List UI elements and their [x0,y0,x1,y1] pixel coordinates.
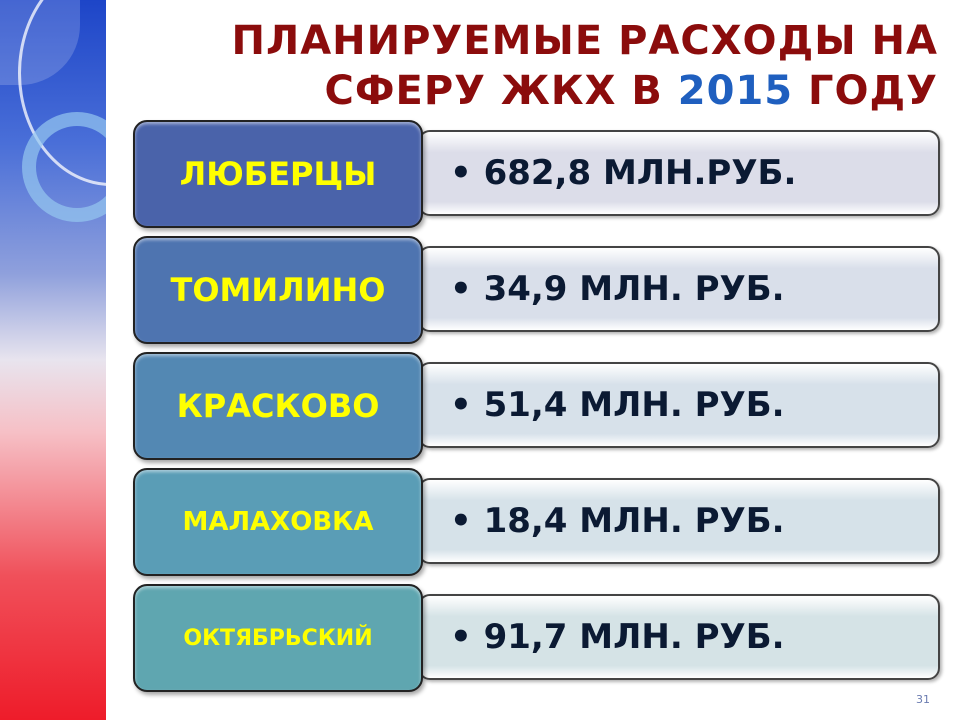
district-label: КРАСКОВО [133,352,423,460]
decorative-side-strip [0,0,106,720]
district-value: • 51,4 МЛН. РУБ. [450,385,785,425]
district-label: ЛЮБЕРЦЫ [133,120,423,228]
title-year: 2015 [677,68,794,114]
page-number: 31 [916,693,930,706]
title-text: ГОДУ [793,68,938,114]
district-row: • 91,7 МЛН. РУБ. ОКТЯБРЬСКИЙ [133,584,943,692]
district-value: • 91,7 МЛН. РУБ. [450,617,785,657]
value-box: • 91,7 МЛН. РУБ. [418,594,940,680]
title-text: СФЕРУ ЖКХ В [324,68,678,114]
value-box: • 51,4 МЛН. РУБ. [418,362,940,448]
district-row: • 51,4 МЛН. РУБ. КРАСКОВО [133,352,943,460]
title-line-1: ПЛАНИРУЕМЫЕ РАСХОДЫ НА [231,18,938,64]
value-box: • 18,4 МЛН. РУБ. [418,478,940,564]
district-label: ТОМИЛИНО [133,236,423,344]
district-label: МАЛАХОВКА [133,468,423,576]
district-row: • 18,4 МЛН. РУБ. МАЛАХОВКА [133,468,943,576]
value-box: • 34,9 МЛН. РУБ. [418,246,940,332]
district-row: • 34,9 МЛН. РУБ. ТОМИЛИНО [133,236,943,344]
district-label: ОКТЯБРЬСКИЙ [133,584,423,692]
district-row: • 682,8 МЛН.РУБ. ЛЮБЕРЦЫ [133,120,943,228]
title-line-2: СФЕРУ ЖКХ В 2015 ГОДУ [150,66,938,116]
district-value: • 18,4 МЛН. РУБ. [450,501,785,541]
district-value: • 682,8 МЛН.РУБ. [450,153,797,193]
district-value: • 34,9 МЛН. РУБ. [450,269,785,309]
slide-title: ПЛАНИРУЕМЫЕ РАСХОДЫ НА СФЕРУ ЖКХ В 2015 … [150,16,938,116]
value-box: • 682,8 МЛН.РУБ. [418,130,940,216]
